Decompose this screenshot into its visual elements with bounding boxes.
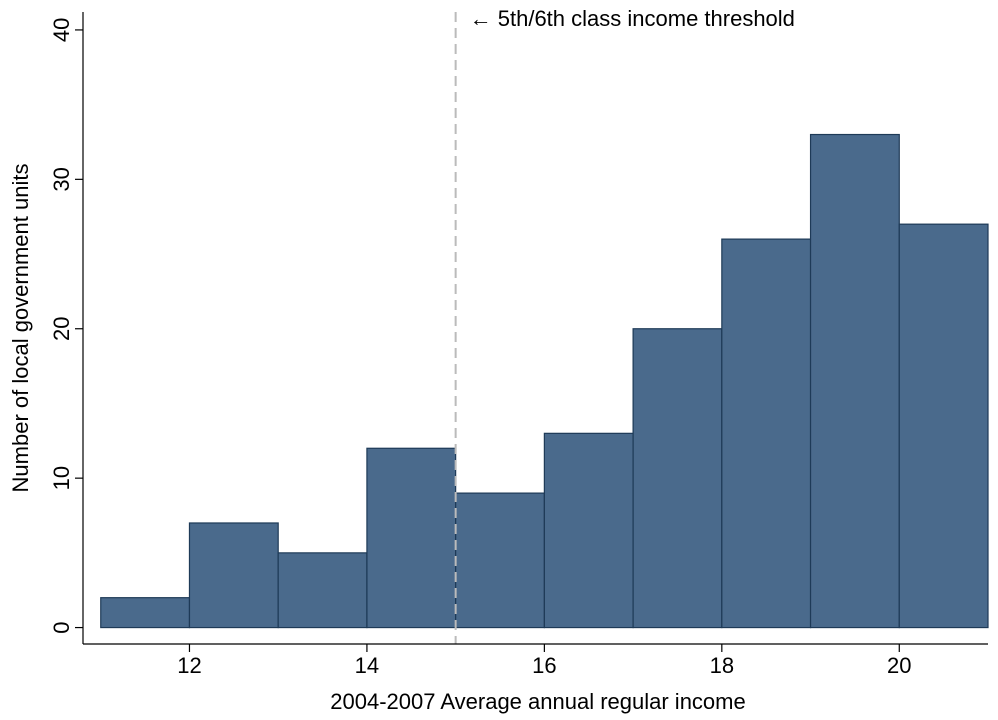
y-axis-label: Number of local government units: [8, 164, 33, 493]
bar: [100, 597, 191, 629]
bar: [455, 492, 545, 629]
bar: [632, 328, 723, 629]
y-tick-label: 0: [49, 621, 74, 633]
bar: [809, 133, 900, 629]
x-tick-label: 14: [355, 653, 379, 678]
y-tick-label: 20: [49, 317, 74, 341]
x-tick-label: 12: [177, 653, 201, 678]
x-tick-label: 16: [532, 653, 556, 678]
bar: [721, 238, 812, 629]
x-tick-label: 18: [710, 653, 734, 678]
bar: [277, 552, 368, 629]
annotation: ← 5th/6th class income threshold: [470, 6, 795, 31]
bar: [898, 223, 989, 629]
bar: [188, 522, 279, 629]
x-axis-label: 2004-2007 Average annual regular income: [330, 689, 745, 714]
bar: [366, 447, 457, 629]
y-tick-label: 30: [49, 167, 74, 191]
y-tick-label: 10: [49, 466, 74, 490]
y-tick-label: 40: [49, 18, 74, 42]
x-tick-label: 20: [887, 653, 911, 678]
bar: [543, 432, 634, 629]
